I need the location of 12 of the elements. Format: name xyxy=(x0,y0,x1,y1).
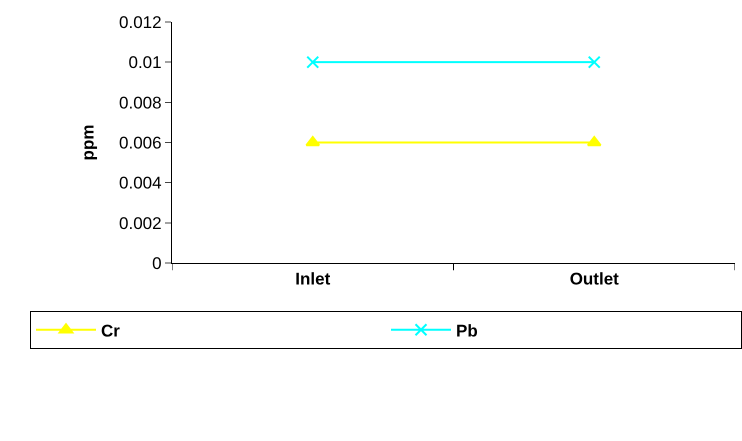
y-tick-label: 0.006 xyxy=(119,133,162,152)
legend-label: Pb xyxy=(456,321,478,340)
y-tick-label: 0 xyxy=(152,254,162,273)
legend-label: Cr xyxy=(101,321,120,340)
y-axis-title: ppm xyxy=(78,124,98,160)
y-tick-label: 0.012 xyxy=(119,12,162,32)
x-tick-label: Outlet xyxy=(570,269,620,288)
y-tick-label: 0.008 xyxy=(119,93,162,112)
x-tick-label: Inlet xyxy=(295,269,331,288)
y-tick-label: 0.01 xyxy=(128,53,162,72)
y-tick-label: 0.004 xyxy=(119,174,162,193)
y-tick-label: 0.002 xyxy=(119,214,162,233)
